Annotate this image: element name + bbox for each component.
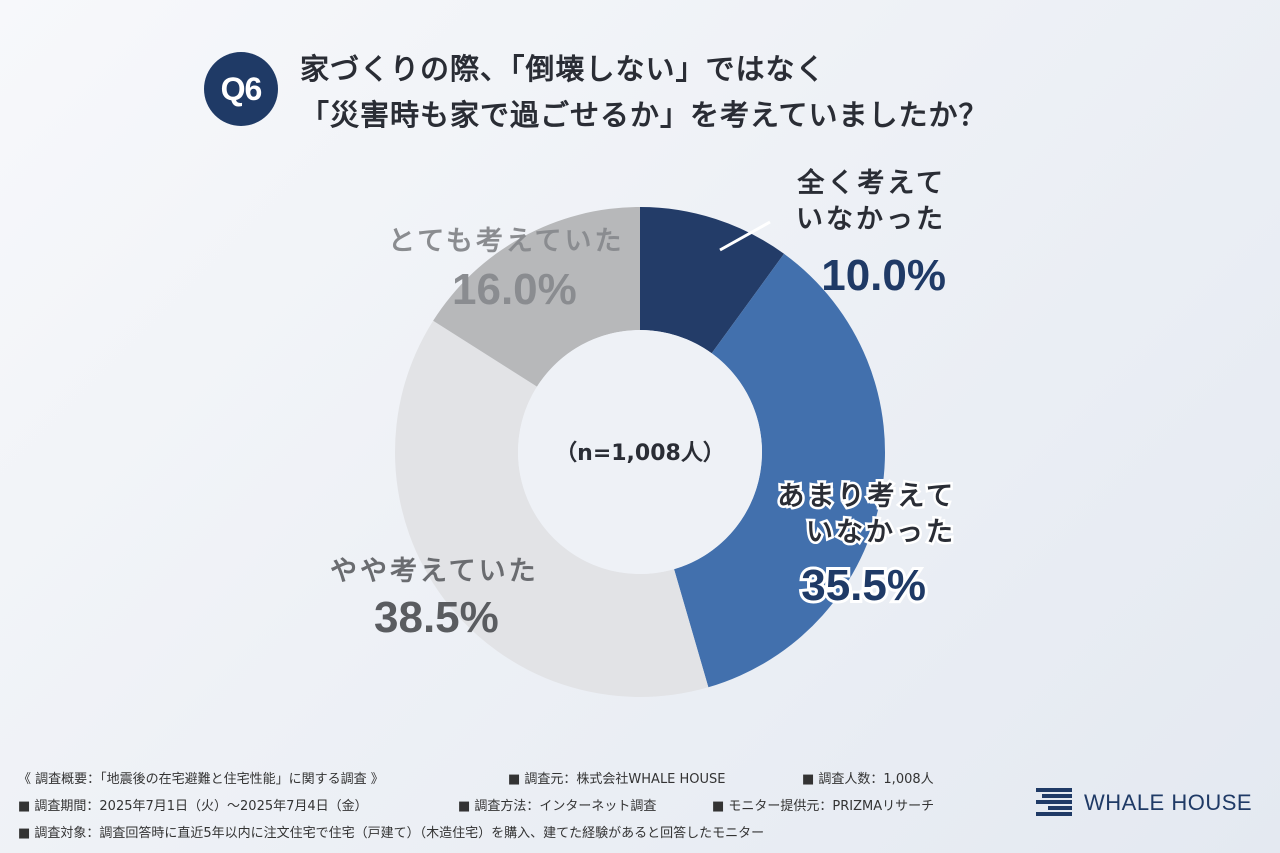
- question-title: 家づくりの際、「倒壊しない」ではなく 「災害時も家で過ごせるか」を考えていました…: [300, 46, 1200, 138]
- donut-slice-1: [674, 253, 885, 688]
- question-badge: Q6: [204, 52, 278, 126]
- survey-footer: 《 調査概要：「地震後の在宅避難と住宅性能」に関する調査 》 ■ 調査元：株式会…: [18, 766, 1018, 847]
- leader-line: [719, 220, 771, 252]
- footer-respondent-count: ■ 調査人数：1,008人: [802, 772, 934, 787]
- slice-label-2-line-0: やや考えていた: [330, 556, 539, 587]
- slice-value-2: 38.5%: [374, 593, 499, 642]
- slice-label-0-line-1: いなかった: [796, 204, 946, 235]
- slice-value-1: 35.5%: [801, 561, 926, 610]
- donut-slice-0: [640, 207, 785, 354]
- slice-label-3-line-0: とても考えていた: [388, 226, 625, 257]
- slice-label-0-line-0: 全く考えて: [796, 167, 946, 199]
- footer-survey-source: ■ 調査元：株式会社WHALE HOUSE: [508, 772, 726, 787]
- donut-slice-2: [395, 320, 709, 697]
- footer-row-1: 《 調査概要：「地震後の在宅避難と住宅性能」に関する調査 》 ■ 調査元：株式会…: [18, 766, 1018, 793]
- footer-row-2: ■ 調査期間：2025年7月1日（火）～2025年7月4日（金） ■ 調査方法：…: [18, 793, 1018, 820]
- footer-survey-period: ■ 調査期間：2025年7月1日（火）～2025年7月4日（金）: [18, 799, 368, 814]
- donut-slice-3: [433, 207, 640, 387]
- whale-house-logo: WHALE HOUSE: [1036, 786, 1266, 820]
- footer-row-3: ■ 調査対象：調査回答時に直近5年以内に注文住宅で住宅（戸建て）（木造住宅）を購…: [18, 820, 1018, 847]
- footer-survey-overview: 《 調査概要：「地震後の在宅避難と住宅性能」に関する調査 》: [18, 772, 384, 787]
- whale-house-stripes-icon: [1036, 788, 1072, 818]
- question-title-line-2: 「災害時も家で過ごせるか」を考えていましたか？: [300, 98, 989, 132]
- slice-label-1-line-1: いなかった: [806, 517, 956, 548]
- slice-value-3: 16.0%: [452, 265, 577, 314]
- donut-chart: （n=1,008人）全く考えていなかった10.0%あまり考えていなかった35.5…: [330, 167, 956, 697]
- question-title-line-1: 家づくりの際、「倒壊しない」ではなく: [300, 52, 826, 86]
- slice-label-1-line-0: あまり考えて: [777, 481, 956, 512]
- logo-text: WHALE HOUSE: [1084, 790, 1253, 815]
- sample-size-label: （n=1,008人）: [555, 441, 725, 466]
- donut-hole: [518, 330, 762, 574]
- footer-survey-target: ■ 調査対象：調査回答時に直近5年以内に注文住宅で住宅（戸建て）（木造住宅）を購…: [18, 826, 765, 841]
- footer-survey-method: ■ 調査方法：インターネット調査: [458, 799, 657, 814]
- footer-monitor-provider: ■ モニター提供元：PRIZMAリサーチ: [712, 799, 935, 814]
- slice-value-0: 10.0%: [821, 251, 946, 300]
